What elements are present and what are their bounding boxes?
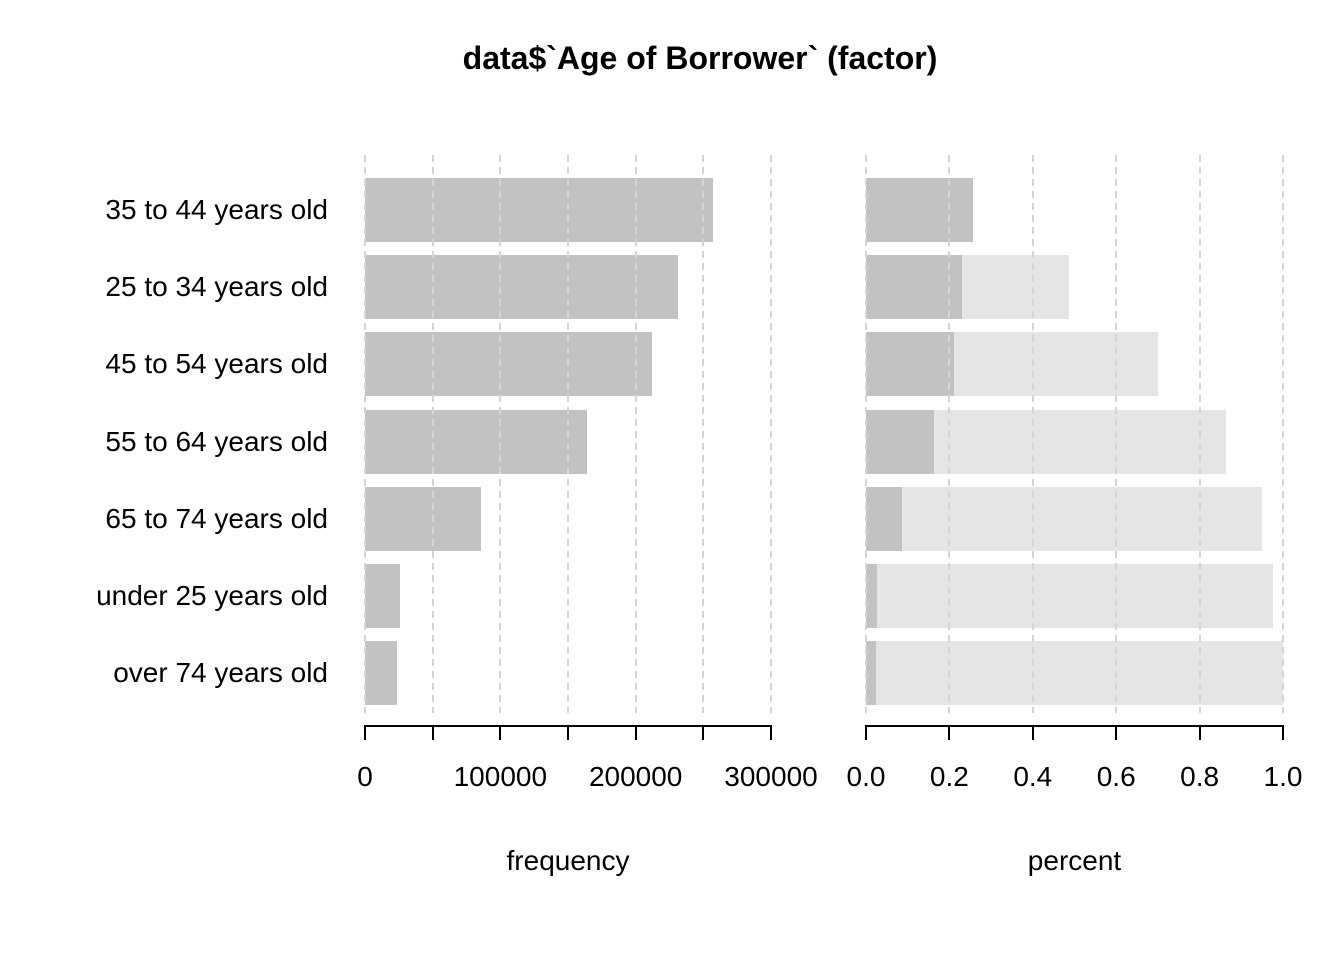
gridline	[1282, 155, 1284, 713]
x-axis-tick	[865, 725, 867, 740]
x-axis-tick	[431, 725, 434, 740]
gridline	[567, 155, 569, 713]
x-axis-tick-label: 0.6	[1096, 761, 1136, 792]
x-axis-tick	[634, 725, 637, 740]
x-axis-title: frequency	[506, 845, 630, 876]
category-label: 45 to 54 years old	[105, 348, 328, 380]
x-axis-tick	[770, 725, 772, 740]
gridline	[702, 155, 705, 713]
x-axis-tick	[1198, 725, 1201, 740]
gridline	[770, 155, 772, 713]
x-axis-line	[865, 725, 1284, 727]
frequency-bar	[365, 641, 398, 706]
gridline	[865, 155, 867, 713]
percent-bar	[866, 332, 955, 397]
x-axis-tick	[702, 725, 705, 740]
x-axis-tick	[948, 725, 951, 740]
x-axis-tick	[499, 725, 502, 740]
category-label: over 74 years old	[113, 657, 328, 689]
percent-bar	[866, 564, 877, 628]
gridline	[1198, 155, 1201, 713]
cumulative-percent-bar	[866, 564, 1273, 628]
frequency-bar	[365, 409, 587, 474]
x-axis-tick	[1282, 725, 1284, 740]
cumulative-percent-bar	[866, 486, 1263, 551]
percent-bar	[866, 486, 902, 551]
category-label: 55 to 64 years old	[105, 425, 328, 457]
frequency-bar	[365, 564, 401, 628]
x-axis-tick-label: 0	[357, 761, 373, 792]
x-axis-tick-label: 1.0	[1263, 761, 1303, 792]
gridline	[431, 155, 434, 713]
category-label: 25 to 34 years old	[105, 271, 328, 303]
gridline	[499, 155, 502, 713]
x-axis-tick-label: 0.0	[846, 761, 886, 792]
frequency-bar	[365, 255, 678, 320]
percent-bar	[866, 255, 963, 320]
frequency-bar	[365, 178, 713, 242]
gridline	[364, 155, 366, 713]
gridline	[1115, 155, 1118, 713]
gridline	[634, 155, 637, 713]
frequency-bar	[365, 486, 482, 551]
gridline	[948, 155, 951, 713]
plot-title: data$`Age of Borrower` (factor)	[462, 40, 938, 76]
x-axis-tick-label: 0.2	[929, 761, 969, 792]
percent-bar	[866, 178, 974, 242]
percent-bar	[866, 641, 876, 706]
category-label: under 25 years old	[96, 580, 328, 611]
x-axis-title: percent	[1027, 845, 1122, 876]
x-axis-tick	[567, 725, 569, 740]
x-axis-tick	[1031, 725, 1034, 740]
x-axis-tick-label: 0.4	[1013, 761, 1053, 792]
x-axis-tick	[1115, 725, 1118, 740]
x-axis-tick	[364, 725, 366, 740]
x-axis-tick-label: 100000	[453, 761, 548, 792]
x-axis-tick-label: 200000	[588, 761, 683, 792]
gridline	[1031, 155, 1034, 713]
x-axis-tick-label: 0.8	[1180, 761, 1220, 792]
percent-bar	[866, 409, 935, 474]
cumulative-percent-bar	[866, 641, 1283, 706]
frequency-bar	[365, 332, 652, 397]
x-axis-tick-label: 300000	[724, 761, 818, 792]
category-label: 65 to 74 years old	[105, 502, 328, 534]
category-label: 35 to 44 years old	[105, 194, 328, 225]
